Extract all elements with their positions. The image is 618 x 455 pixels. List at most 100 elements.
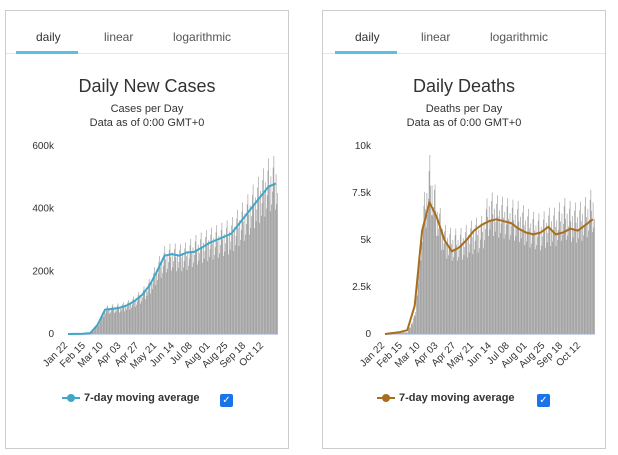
bar — [155, 285, 157, 334]
bar — [197, 244, 199, 334]
bar — [104, 310, 105, 334]
bar — [423, 205, 425, 334]
bar — [217, 257, 219, 334]
bar — [402, 332, 404, 334]
bar — [111, 310, 112, 334]
bar — [489, 229, 491, 334]
bar — [260, 190, 261, 334]
legend[interactable]: 7-day moving average — [377, 392, 515, 404]
bar — [257, 176, 259, 334]
bar — [268, 158, 269, 334]
bar — [471, 237, 473, 334]
bar — [165, 272, 167, 334]
bar — [408, 330, 409, 334]
bar — [572, 237, 574, 334]
bar — [164, 246, 166, 334]
bar — [211, 243, 213, 334]
bar — [194, 241, 196, 334]
bar — [495, 221, 497, 334]
bar — [555, 246, 557, 334]
tab-daily[interactable]: daily — [355, 30, 380, 44]
bar — [407, 332, 408, 334]
tab-linear[interactable]: linear — [104, 30, 134, 44]
bar — [505, 224, 507, 334]
bar — [434, 184, 436, 334]
bar — [211, 227, 212, 334]
bar — [427, 214, 428, 334]
bar — [224, 251, 226, 334]
bar — [486, 198, 488, 334]
bar — [431, 185, 433, 334]
bar — [251, 216, 252, 334]
bar — [460, 227, 462, 334]
bar — [534, 230, 535, 334]
legend[interactable]: 7-day moving average — [62, 392, 200, 404]
bar — [260, 215, 262, 334]
bar — [139, 303, 141, 334]
bar — [528, 228, 530, 334]
bar — [504, 211, 506, 334]
tab-linear[interactable]: linear — [421, 30, 451, 44]
bar — [433, 189, 435, 334]
tab-logarithmic[interactable]: logarithmic — [173, 30, 232, 44]
bar — [218, 235, 220, 334]
bar — [261, 203, 263, 334]
bar — [167, 268, 169, 334]
bar — [553, 215, 555, 334]
bar — [479, 239, 481, 334]
bar — [214, 255, 215, 334]
bar — [152, 283, 154, 334]
tab-daily[interactable]: daily — [36, 30, 61, 44]
bar — [172, 267, 174, 334]
bar — [145, 288, 147, 334]
bar — [192, 247, 194, 334]
bar — [115, 311, 117, 334]
bar — [131, 307, 132, 334]
bar — [428, 171, 430, 334]
bar — [399, 333, 401, 334]
moving-average-checkbox[interactable]: ✓ — [220, 394, 233, 407]
bar — [414, 316, 416, 334]
bar — [409, 327, 411, 334]
bar — [511, 207, 513, 334]
bar — [203, 242, 204, 334]
bar — [485, 209, 487, 334]
bar — [229, 249, 231, 334]
bar — [514, 240, 515, 334]
bar — [120, 311, 122, 334]
bar — [474, 249, 475, 334]
bar — [477, 252, 479, 334]
bar — [208, 256, 210, 334]
moving-average-checkbox[interactable]: ✓ — [537, 394, 550, 407]
bar — [399, 332, 400, 334]
bar — [451, 260, 453, 334]
bar — [177, 268, 179, 334]
bar — [522, 212, 523, 334]
bar — [496, 203, 497, 334]
bar — [499, 210, 500, 334]
bar — [149, 286, 151, 334]
bar — [122, 302, 124, 334]
bar — [425, 227, 427, 334]
bar — [142, 290, 144, 334]
bar — [439, 208, 441, 334]
bar — [588, 230, 589, 334]
bar — [118, 307, 120, 334]
bar — [586, 217, 587, 334]
bar — [133, 296, 134, 334]
tab-logarithmic[interactable]: logarithmic — [490, 30, 549, 44]
bar — [129, 309, 131, 334]
bar — [520, 238, 522, 334]
bar — [266, 208, 267, 334]
bar — [199, 253, 200, 334]
bar — [471, 220, 472, 334]
bar — [442, 249, 444, 334]
y-tick-label: 0 — [365, 329, 371, 340]
bar — [442, 228, 443, 334]
bar — [480, 223, 482, 334]
chart-subtitle: Cases per Day — [110, 103, 184, 115]
bar — [524, 245, 526, 334]
bar — [589, 219, 590, 334]
bar — [448, 248, 450, 334]
bar — [564, 197, 566, 334]
